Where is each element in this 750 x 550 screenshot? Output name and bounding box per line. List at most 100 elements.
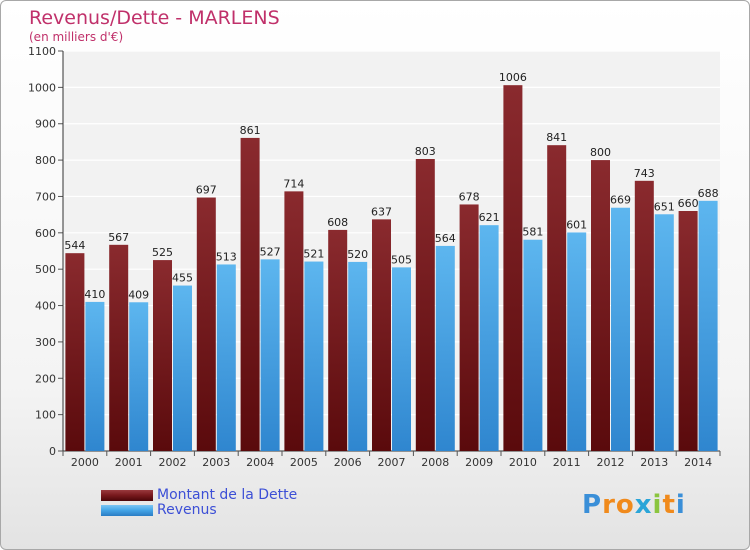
bar-revenus [611, 207, 630, 451]
plot-area [63, 51, 720, 451]
bar-dette [328, 229, 348, 451]
legend-label-dette: Montant de la Dette [157, 487, 298, 503]
legend-label-revenus: Revenus [157, 502, 217, 518]
x-tick-label: 2008 [421, 456, 449, 469]
bar-dette [591, 160, 610, 451]
y-tick-label: 0 [49, 445, 56, 458]
data-label-dette: 637 [371, 205, 392, 218]
x-tick-label: 2014 [684, 456, 712, 469]
data-label-revenus: 410 [84, 288, 105, 301]
bar-revenus [348, 261, 368, 451]
bar-dette [372, 219, 391, 451]
data-label-revenus: 581 [522, 226, 543, 239]
data-label-revenus: 621 [479, 211, 500, 224]
x-tick-label: 2009 [465, 456, 493, 469]
data-label-dette: 544 [64, 239, 85, 252]
bar-revenus [260, 259, 280, 451]
bar-revenus [216, 264, 236, 451]
data-label-revenus: 651 [654, 200, 675, 213]
x-tick-label: 2000 [71, 456, 99, 469]
x-tick-label: 2007 [378, 456, 406, 469]
x-tick-label: 2003 [202, 456, 230, 469]
data-label-revenus: 688 [698, 187, 719, 200]
y-tick-label: 600 [35, 227, 56, 240]
brand-letter: i [652, 490, 663, 520]
data-label-dette: 567 [108, 231, 129, 244]
data-label-dette: 660 [678, 197, 699, 210]
data-label-revenus: 455 [172, 272, 193, 285]
bar-dette [459, 204, 479, 451]
brand-letter: t [662, 490, 676, 520]
brand-letter: i [675, 490, 686, 520]
x-tick-label: 2011 [553, 456, 581, 469]
bar-revenus [479, 225, 499, 451]
y-tick-label: 200 [35, 372, 56, 385]
brand-letter: r [602, 490, 616, 520]
bar-dette [284, 191, 304, 451]
data-label-dette: 697 [196, 184, 217, 197]
data-label-revenus: 521 [303, 248, 324, 261]
data-label-dette: 861 [240, 124, 261, 137]
chart-subtitle: (en milliers d'€) [29, 30, 124, 44]
bar-revenus [392, 267, 411, 451]
data-label-dette: 678 [459, 190, 480, 203]
y-tick-label: 300 [35, 336, 56, 349]
data-label-dette: 803 [415, 145, 436, 158]
bar-dette [503, 85, 523, 451]
bar-dette [634, 180, 654, 451]
x-tick-label: 2010 [509, 456, 537, 469]
x-tick-label: 2001 [115, 456, 143, 469]
y-tick-label: 1000 [28, 81, 56, 94]
chart-title: Revenus/Dette - MARLENS [29, 7, 280, 29]
x-tick-label: 2013 [640, 456, 668, 469]
y-tick-label: 700 [35, 190, 56, 203]
bar-dette [547, 145, 567, 451]
x-tick-label: 2004 [246, 456, 274, 469]
y-tick-label: 900 [35, 118, 56, 131]
bar-dette [678, 211, 698, 451]
bar-dette [109, 244, 129, 451]
bar-dette [196, 197, 216, 451]
data-label-dette: 800 [590, 146, 611, 159]
data-label-revenus: 513 [216, 250, 237, 263]
x-tick-label: 2006 [334, 456, 362, 469]
data-label-revenus: 409 [128, 288, 149, 301]
bar-dette [153, 260, 172, 451]
bar-dette [415, 159, 435, 451]
data-label-dette: 841 [546, 131, 567, 144]
data-label-revenus: 669 [610, 194, 631, 207]
data-label-dette: 1006 [499, 71, 527, 84]
y-tick-label: 500 [35, 263, 56, 276]
bar-revenus [567, 232, 587, 451]
y-tick-label: 400 [35, 300, 56, 313]
data-label-dette: 525 [152, 246, 173, 259]
data-label-revenus: 601 [566, 218, 587, 231]
brand-logo: Proxiti [582, 490, 686, 520]
data-label-revenus: 564 [435, 232, 456, 245]
brand-letter: o [615, 490, 635, 520]
bar-revenus [85, 301, 105, 451]
bar-revenus [435, 245, 455, 451]
x-tick-label: 2012 [597, 456, 625, 469]
y-tick-label: 1100 [28, 45, 56, 58]
y-tick-label: 800 [35, 154, 56, 167]
bar-revenus [129, 302, 149, 451]
x-tick-label: 2002 [159, 456, 187, 469]
bar-dette [65, 253, 85, 451]
data-label-dette: 743 [634, 167, 655, 180]
y-tick-label: 100 [35, 409, 56, 422]
bar-revenus [698, 200, 718, 451]
bar-revenus [304, 261, 324, 451]
data-label-dette: 714 [283, 177, 304, 190]
bar-revenus [173, 285, 192, 451]
data-label-revenus: 527 [260, 245, 281, 258]
data-label-dette: 608 [327, 216, 348, 229]
data-label-revenus: 505 [391, 253, 412, 266]
bar-dette [240, 137, 260, 451]
bar-revenus [654, 214, 674, 451]
brand-letter: x [634, 490, 653, 520]
bar-revenus [523, 239, 543, 451]
legend-swatch-dette [101, 490, 153, 501]
